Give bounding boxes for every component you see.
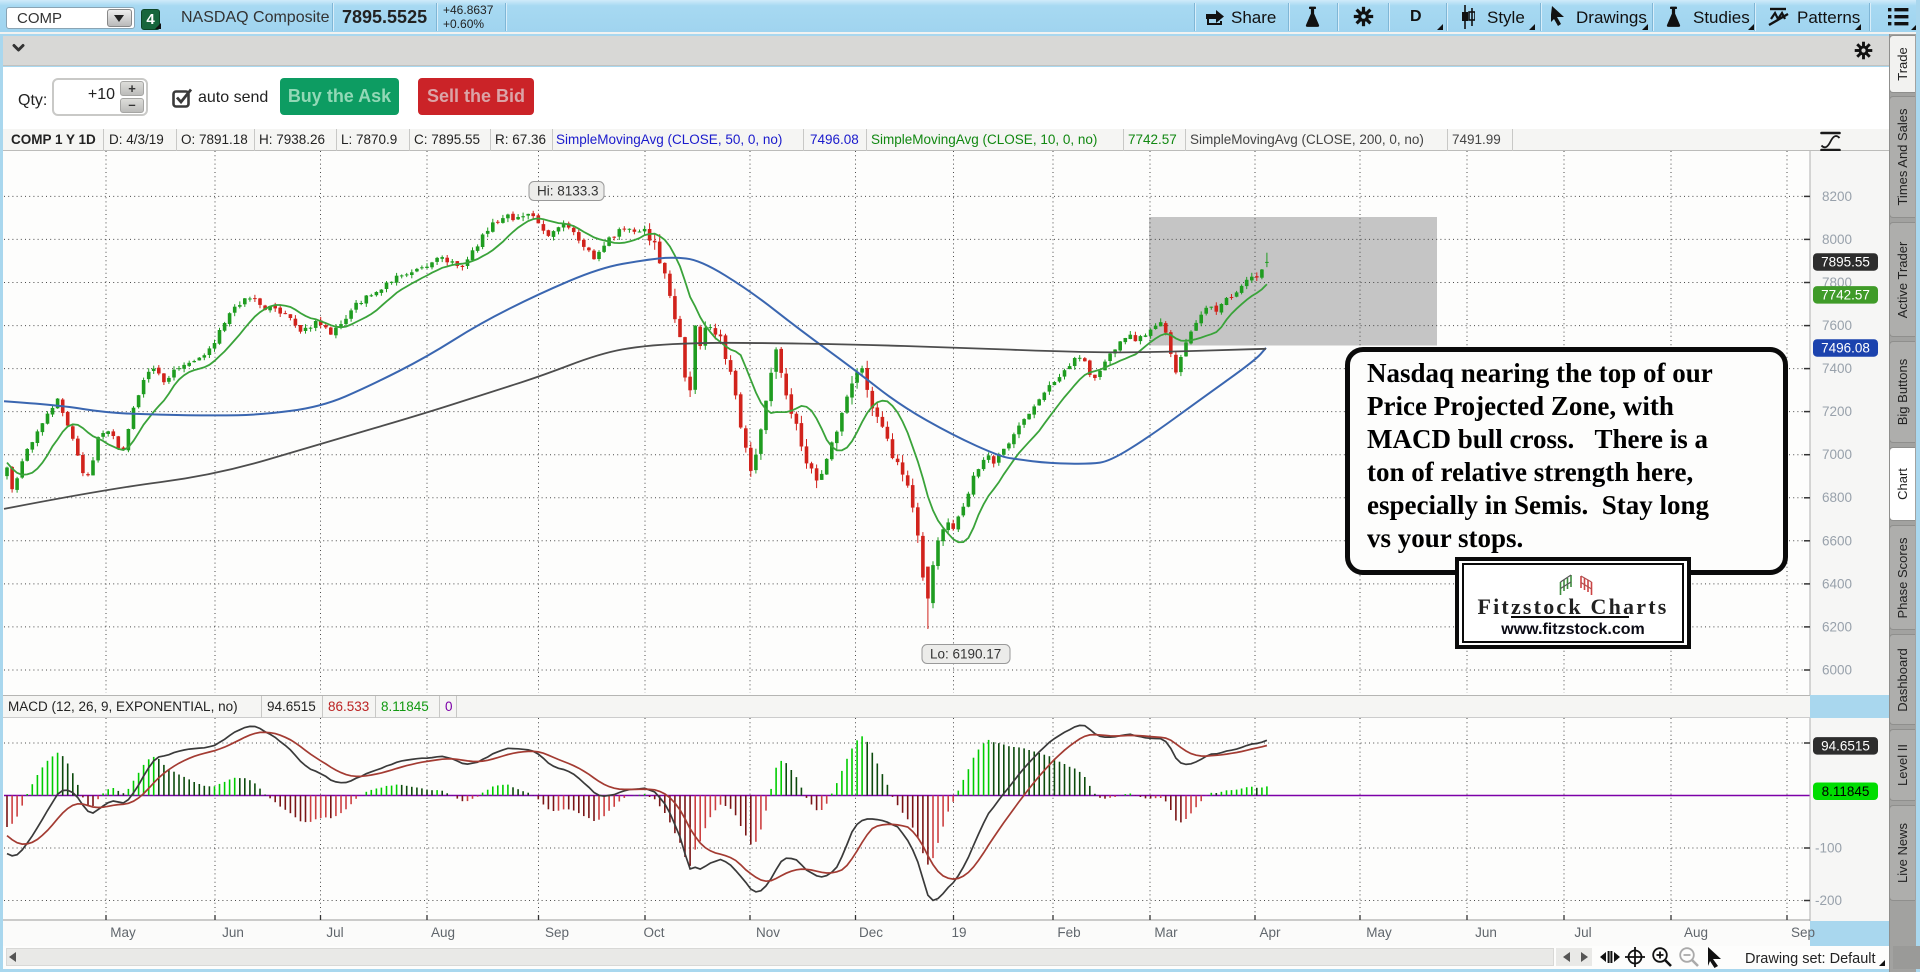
svg-text:6800: 6800 [1822,490,1852,505]
svg-text:94.6515: 94.6515 [1821,739,1870,754]
svg-text:6400: 6400 [1822,576,1852,591]
svg-text:Hi: 8133.3: Hi: 8133.3 [537,184,599,199]
svg-text:6000: 6000 [1822,663,1852,678]
svg-text:6200: 6200 [1822,619,1852,634]
svg-text:7200: 7200 [1822,404,1852,419]
svg-text:7400: 7400 [1822,361,1852,376]
svg-text:7000: 7000 [1822,447,1852,462]
svg-text:Lo: 6190.17: Lo: 6190.17 [930,647,1001,662]
svg-text:7496.08: 7496.08 [1821,341,1870,356]
svg-text:8000: 8000 [1822,232,1852,247]
svg-text:-200: -200 [1815,893,1842,908]
svg-text:8200: 8200 [1822,189,1852,204]
svg-text:8.11845: 8.11845 [1822,784,1870,799]
svg-text:7600: 7600 [1822,318,1852,333]
svg-text:7742.57: 7742.57 [1821,288,1870,303]
svg-text:-100: -100 [1815,841,1842,856]
svg-text:6600: 6600 [1822,533,1852,548]
svg-text:7895.55: 7895.55 [1821,255,1870,270]
